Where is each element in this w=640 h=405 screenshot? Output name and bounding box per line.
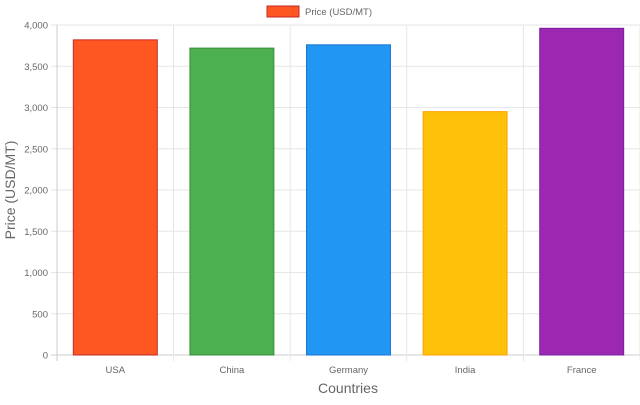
y-tick-label: 3,500 — [24, 62, 48, 73]
y-tick-label: 3,000 — [24, 103, 48, 114]
x-tick-label: India — [455, 365, 476, 376]
y-tick-label: 1,500 — [24, 227, 48, 238]
y-tick-label: 0 — [43, 351, 48, 362]
y-axis-title: Price (USD/MT) — [2, 141, 18, 240]
bars — [72, 27, 625, 356]
bar-china — [189, 47, 275, 356]
bar-india — [422, 111, 508, 356]
axis-ticks: 0 500 1,000 1,500 2,000 2,500 3,000 3,500 4,000 U… — [24, 21, 596, 377]
y-tick-label: 4,000 — [24, 21, 48, 32]
x-tick-label: China — [219, 365, 245, 376]
x-tick-label: France — [567, 365, 597, 376]
x-tick-label: USA — [106, 365, 126, 376]
y-tick-label: 1,000 — [24, 268, 48, 279]
legend-label[interactable]: Price (USD/MT) — [305, 7, 372, 18]
y-tick-label: 2,500 — [24, 144, 48, 155]
legend[interactable]: Price (USD/MT) — [266, 5, 372, 18]
bar-france — [539, 27, 625, 356]
bar-germany — [306, 44, 391, 356]
y-tick-label: 2,000 — [24, 186, 48, 197]
y-tick-label: 500 — [32, 309, 48, 320]
x-axis-title: Countries — [318, 380, 378, 396]
x-tick-label: Germany — [329, 365, 368, 376]
legend-swatch[interactable] — [266, 5, 300, 18]
bar-usa — [72, 39, 158, 356]
